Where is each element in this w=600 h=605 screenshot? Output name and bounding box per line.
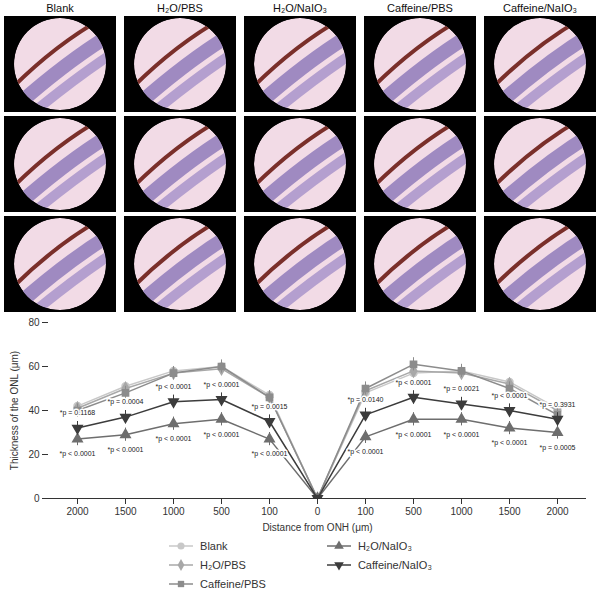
svg-text:0: 0 bbox=[315, 506, 321, 517]
svg-text:*p = 0.0021: *p = 0.0021 bbox=[443, 385, 479, 393]
svg-text:*p = 0.0005: *p = 0.0005 bbox=[539, 444, 575, 452]
svg-text:Caffeine/PBS: Caffeine/PBS bbox=[387, 2, 453, 14]
svg-text:1500: 1500 bbox=[114, 506, 137, 517]
svg-text:Blank: Blank bbox=[46, 2, 74, 14]
svg-text:500: 500 bbox=[405, 506, 422, 517]
svg-text:Caffeine/NaIO₃: Caffeine/NaIO₃ bbox=[503, 2, 577, 14]
svg-text:*p < 0.0001: *p < 0.0001 bbox=[203, 431, 239, 439]
svg-text:20: 20 bbox=[28, 449, 40, 460]
svg-text:2000: 2000 bbox=[546, 506, 569, 517]
svg-text:*p = 0.0015: *p = 0.0015 bbox=[251, 403, 287, 411]
svg-text:*p < 0.0001: *p < 0.0001 bbox=[491, 439, 527, 447]
svg-text:100: 100 bbox=[261, 506, 278, 517]
html-text:Caffeine/NaIO₃: Caffeine/NaIO₃ bbox=[357, 559, 432, 571]
svg-text:*p < 0.0001: *p < 0.0001 bbox=[347, 448, 383, 456]
svg-text:Distance from ONH (μm): Distance from ONH (μm) bbox=[262, 522, 372, 533]
svg-text:1000: 1000 bbox=[162, 506, 185, 517]
svg-text:*p = 0.0140: *p = 0.0140 bbox=[347, 396, 383, 404]
svg-text:*p < 0.0001: *p < 0.0001 bbox=[395, 379, 431, 387]
svg-text:*p < 0.0001: *p < 0.0001 bbox=[155, 383, 191, 391]
html-text:H₂O/NaIO₃: H₂O/NaIO₃ bbox=[357, 540, 412, 552]
svg-text:1000: 1000 bbox=[450, 506, 473, 517]
svg-text:*p < 0.0001: *p < 0.0001 bbox=[251, 450, 287, 458]
svg-text:60: 60 bbox=[28, 361, 40, 372]
svg-text:100: 100 bbox=[357, 506, 374, 517]
svg-text:*p = 0.3931: *p = 0.3931 bbox=[539, 401, 575, 409]
svg-text:*p < 0.0001: *p < 0.0001 bbox=[443, 431, 479, 439]
svg-text:*p < 0.0001: *p < 0.0001 bbox=[491, 392, 527, 400]
svg-text:2000: 2000 bbox=[66, 506, 89, 517]
svg-text:1500: 1500 bbox=[498, 506, 521, 517]
svg-text:Thickness of the ONL (μm): Thickness of the ONL (μm) bbox=[9, 351, 20, 470]
svg-text:*p < 0.0001: *p < 0.0001 bbox=[59, 450, 95, 458]
svg-text:80: 80 bbox=[28, 317, 40, 328]
svg-text:H₂O/NaIO₃: H₂O/NaIO₃ bbox=[273, 2, 327, 14]
svg-text:H₂O/PBS: H₂O/PBS bbox=[157, 2, 203, 14]
html-text:Caffeine/PBS: Caffeine/PBS bbox=[200, 578, 266, 590]
html-text:Blank: Blank bbox=[200, 540, 228, 552]
svg-text:500: 500 bbox=[213, 506, 230, 517]
svg-text:*p = 0.1168: *p = 0.1168 bbox=[60, 409, 96, 417]
svg-text:*p = 0.0004: *p = 0.0004 bbox=[107, 398, 143, 406]
svg-text:0: 0 bbox=[34, 493, 40, 504]
html-text:H₂O/PBS: H₂O/PBS bbox=[200, 559, 246, 571]
svg-text:*p < 0.0001: *p < 0.0001 bbox=[107, 446, 143, 454]
svg-text:*p < 0.0001: *p < 0.0001 bbox=[395, 431, 431, 439]
svg-text:*p < 0.0001: *p < 0.0001 bbox=[203, 381, 239, 389]
svg-text:*p < 0.0001: *p < 0.0001 bbox=[155, 435, 191, 443]
svg-text:40: 40 bbox=[28, 405, 40, 416]
